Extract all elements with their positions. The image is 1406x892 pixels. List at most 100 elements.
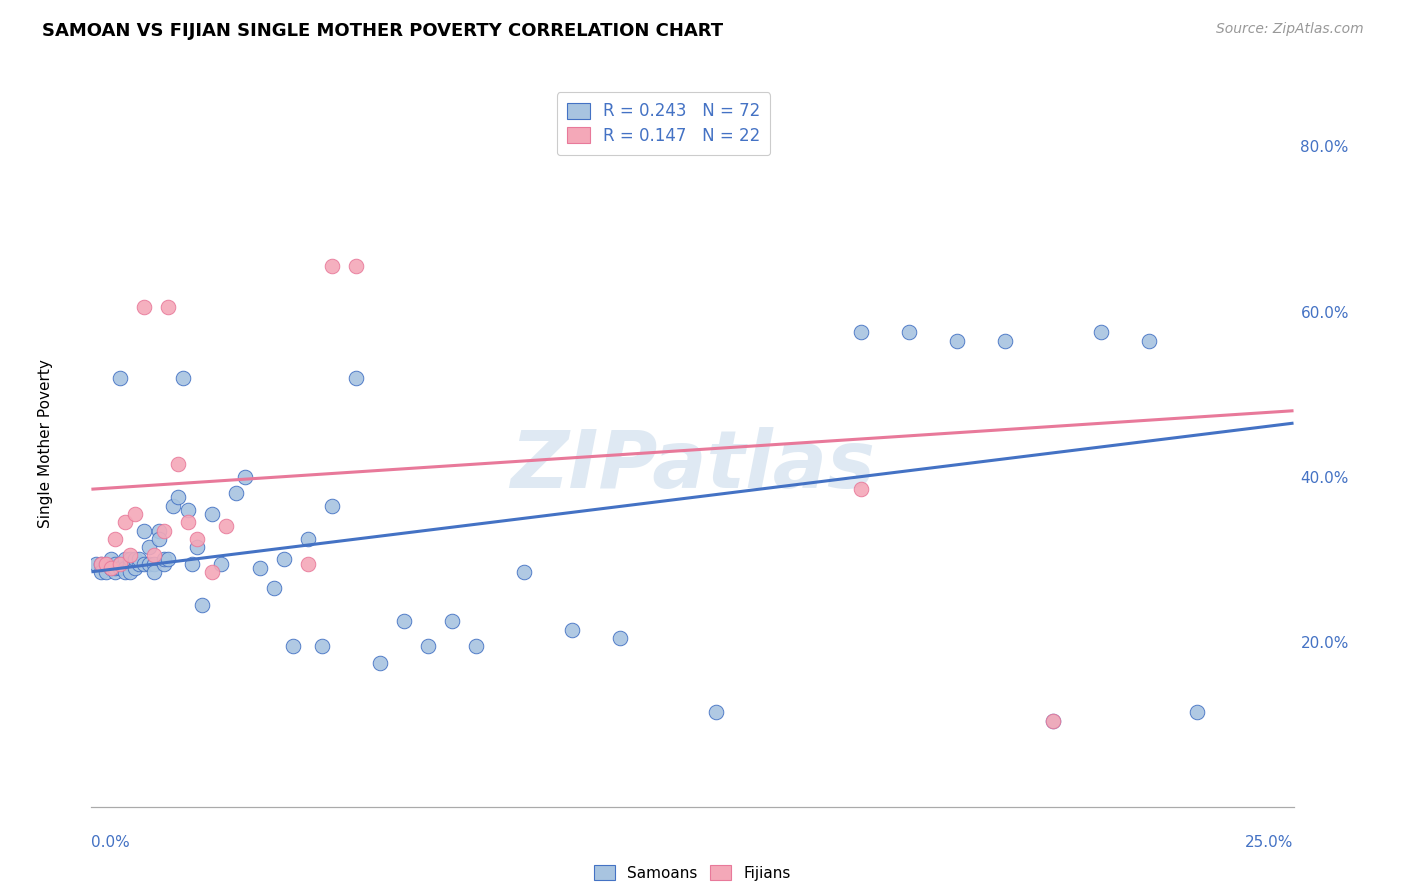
Text: SAMOAN VS FIJIAN SINGLE MOTHER POVERTY CORRELATION CHART: SAMOAN VS FIJIAN SINGLE MOTHER POVERTY C…: [42, 22, 723, 40]
Point: [215, 519, 238, 533]
Point: [128, 552, 150, 566]
Point: [118, 552, 141, 566]
Point: [124, 560, 146, 574]
Point: [138, 540, 160, 554]
Point: [225, 486, 247, 500]
Point: [100, 552, 122, 566]
Point: [1042, 714, 1064, 728]
Point: [118, 549, 141, 563]
Point: [128, 557, 150, 571]
Point: [321, 499, 343, 513]
Point: [191, 598, 214, 612]
Point: [201, 507, 224, 521]
Text: ZIPatlas: ZIPatlas: [510, 426, 875, 505]
Point: [1090, 325, 1112, 339]
Point: [172, 370, 194, 384]
Point: [110, 557, 132, 571]
Point: [148, 532, 170, 546]
Point: [609, 631, 631, 645]
Point: [138, 557, 160, 571]
Point: [297, 557, 319, 571]
Point: [849, 325, 872, 339]
Point: [1137, 334, 1160, 348]
Point: [157, 552, 180, 566]
Point: [186, 540, 208, 554]
Text: 25.0%: 25.0%: [1246, 835, 1294, 850]
Text: Source: ZipAtlas.com: Source: ZipAtlas.com: [1216, 22, 1364, 37]
Point: [946, 334, 969, 348]
Point: [1187, 705, 1209, 719]
Point: [440, 615, 463, 629]
Point: [849, 482, 872, 496]
Point: [100, 560, 122, 574]
Point: [157, 301, 180, 315]
Point: [167, 458, 190, 472]
Point: [181, 557, 204, 571]
Point: [104, 557, 127, 571]
Point: [513, 565, 536, 579]
Point: [110, 560, 132, 574]
Point: [114, 515, 136, 529]
Point: [124, 507, 146, 521]
Point: [233, 470, 256, 484]
Point: [152, 557, 174, 571]
Point: [114, 552, 136, 566]
Point: [104, 532, 127, 546]
Point: [110, 370, 132, 384]
Point: [176, 515, 198, 529]
Point: [90, 565, 112, 579]
Point: [465, 639, 488, 653]
Point: [897, 325, 920, 339]
Point: [416, 639, 439, 653]
Point: [561, 623, 583, 637]
Point: [134, 557, 156, 571]
Point: [94, 565, 117, 579]
Point: [90, 557, 112, 571]
Point: [994, 334, 1017, 348]
Point: [142, 565, 165, 579]
Text: Single Mother Poverty: Single Mother Poverty: [38, 359, 53, 528]
Point: [392, 615, 415, 629]
Point: [152, 524, 174, 538]
Point: [273, 552, 295, 566]
Point: [186, 532, 208, 546]
Point: [114, 565, 136, 579]
Point: [94, 557, 117, 571]
Point: [148, 524, 170, 538]
Point: [104, 565, 127, 579]
Point: [311, 639, 333, 653]
Text: 0.0%: 0.0%: [91, 835, 131, 850]
Point: [176, 503, 198, 517]
Point: [142, 549, 165, 563]
Point: [94, 557, 117, 571]
Point: [100, 560, 122, 574]
Point: [84, 557, 107, 571]
Point: [706, 705, 728, 719]
Point: [368, 656, 391, 670]
Point: [297, 532, 319, 546]
Point: [134, 524, 156, 538]
Point: [118, 565, 141, 579]
Point: [344, 370, 367, 384]
Legend: Samoans, Fijians: Samoans, Fijians: [588, 859, 797, 887]
Point: [283, 639, 305, 653]
Point: [104, 560, 127, 574]
Point: [209, 557, 232, 571]
Point: [263, 582, 285, 596]
Point: [344, 259, 367, 273]
Point: [110, 557, 132, 571]
Point: [100, 560, 122, 574]
Point: [114, 560, 136, 574]
Point: [249, 560, 271, 574]
Point: [124, 552, 146, 566]
Point: [142, 557, 165, 571]
Point: [321, 259, 343, 273]
Point: [118, 557, 141, 571]
Point: [162, 499, 184, 513]
Point: [90, 557, 112, 571]
Point: [201, 565, 224, 579]
Point: [167, 491, 190, 505]
Point: [94, 557, 117, 571]
Point: [152, 552, 174, 566]
Point: [134, 301, 156, 315]
